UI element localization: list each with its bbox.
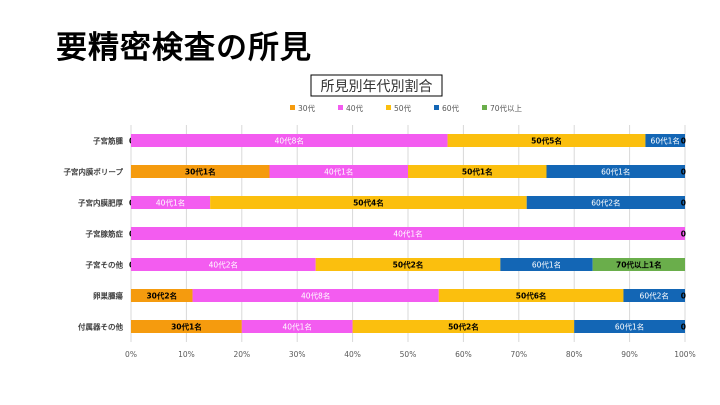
- bar-segment: [131, 134, 448, 147]
- data-label: 0: [681, 323, 686, 332]
- data-label: 0: [681, 137, 686, 146]
- bar-segment: [500, 258, 593, 271]
- bar-segment: [408, 165, 547, 178]
- bar-segment: [131, 227, 685, 240]
- category-label: 子宮腺筋症: [86, 229, 124, 239]
- category-label: 子宮内膜肥厚: [78, 198, 123, 208]
- x-tick-label: 40%: [344, 350, 361, 359]
- bar-segment: [352, 320, 575, 333]
- chart-title-box: [310, 74, 443, 97]
- chart-title: 所見別年代別割合: [321, 78, 433, 95]
- data-label: 50代1名: [462, 167, 493, 177]
- x-tick-label: 100%: [674, 350, 695, 359]
- legend-label: 60代: [442, 103, 460, 113]
- data-label: 0: [681, 168, 686, 177]
- data-label: 50代4名: [353, 198, 384, 208]
- data-label: 70代以上1名: [616, 260, 662, 270]
- x-axis: 0% 10% 20% 30% 40% 50% 60% 70% 80% 90% 100%: [125, 350, 696, 359]
- legend-label: 40代: [346, 103, 364, 113]
- category-label: 卵巣腫瘍: [93, 291, 123, 301]
- bar-segment: [241, 320, 353, 333]
- bar-segment: [210, 196, 527, 209]
- bar-segment: [192, 289, 439, 302]
- data-label: 40代1名: [156, 198, 185, 208]
- legend-swatch: [338, 105, 343, 110]
- bar-segment: [574, 320, 685, 333]
- data-label: 40代1名: [393, 229, 422, 239]
- category-label: 付属器その他: [78, 322, 123, 332]
- x-tick-label: 80%: [566, 350, 583, 359]
- data-label: 40代2名: [209, 260, 238, 270]
- data-label: 40代8名: [275, 136, 304, 146]
- bar-segment: [645, 134, 685, 147]
- data-label: 30代1名: [185, 167, 216, 177]
- bar-segment: [315, 258, 501, 271]
- data-label: 40代8名: [301, 291, 330, 301]
- data-label: 60代1名: [532, 260, 561, 270]
- x-tick-label: 0%: [125, 350, 137, 359]
- legend-swatch: [290, 105, 295, 110]
- bar-segment: [592, 258, 685, 271]
- bar-segment: [131, 196, 211, 209]
- bar-segment: [131, 165, 270, 178]
- data-label: 0: [681, 292, 686, 301]
- data-label: 60代1名: [601, 167, 630, 177]
- data-label: 60代2名: [591, 198, 620, 208]
- data-label: 60代2名: [640, 291, 669, 301]
- category-label: 子宮その他: [86, 260, 124, 270]
- category-label: 子宮筋腫: [93, 136, 123, 146]
- data-label: 50代5名: [531, 136, 562, 146]
- bar-segment: [526, 196, 685, 209]
- chart-bars: 040代8名50代5名60代1名030代1名40代1名50代1名60代1名004…: [129, 134, 686, 333]
- data-label: 0: [681, 230, 686, 239]
- slide-title: 要精密検査の所見: [56, 30, 312, 66]
- legend-label: 70代以上: [490, 103, 523, 113]
- data-label: 40代1名: [283, 322, 312, 332]
- data-label: 60代1名: [615, 322, 644, 332]
- bar-segment: [447, 134, 646, 147]
- x-tick-label: 50%: [400, 350, 417, 359]
- bar-segment: [546, 165, 685, 178]
- x-tick-label: 10%: [178, 350, 195, 359]
- x-tick-label: 90%: [621, 350, 638, 359]
- data-label: 50代6名: [516, 291, 547, 301]
- legend-swatch: [482, 105, 487, 110]
- category-label: 子宮内膜ポリープ: [63, 167, 123, 177]
- data-label: 40代1名: [324, 167, 353, 177]
- bar-segment: [131, 258, 316, 271]
- legend-swatch: [434, 105, 439, 110]
- data-label: 30代2名: [146, 291, 177, 301]
- bar-segment: [131, 289, 193, 302]
- bar-segment: [623, 289, 685, 302]
- legend-label: 50代: [394, 103, 412, 113]
- legend-label: 30代: [298, 103, 316, 113]
- bar-segment: [438, 289, 624, 302]
- x-tick-label: 20%: [233, 350, 250, 359]
- bar-segment: [269, 165, 408, 178]
- data-label: 50代2名: [448, 322, 479, 332]
- x-tick-label: 60%: [455, 350, 472, 359]
- bar-segment: [131, 320, 242, 333]
- chart-legend: 30代 40代 50代 60代 70代以上: [290, 103, 523, 113]
- legend-swatch: [386, 105, 391, 110]
- data-label: 60代1名: [651, 136, 680, 146]
- data-label: 50代2名: [393, 260, 424, 270]
- data-label: 0: [681, 199, 686, 208]
- data-label: 30代1名: [171, 322, 202, 332]
- x-tick-label: 70%: [510, 350, 527, 359]
- x-tick-label: 30%: [289, 350, 306, 359]
